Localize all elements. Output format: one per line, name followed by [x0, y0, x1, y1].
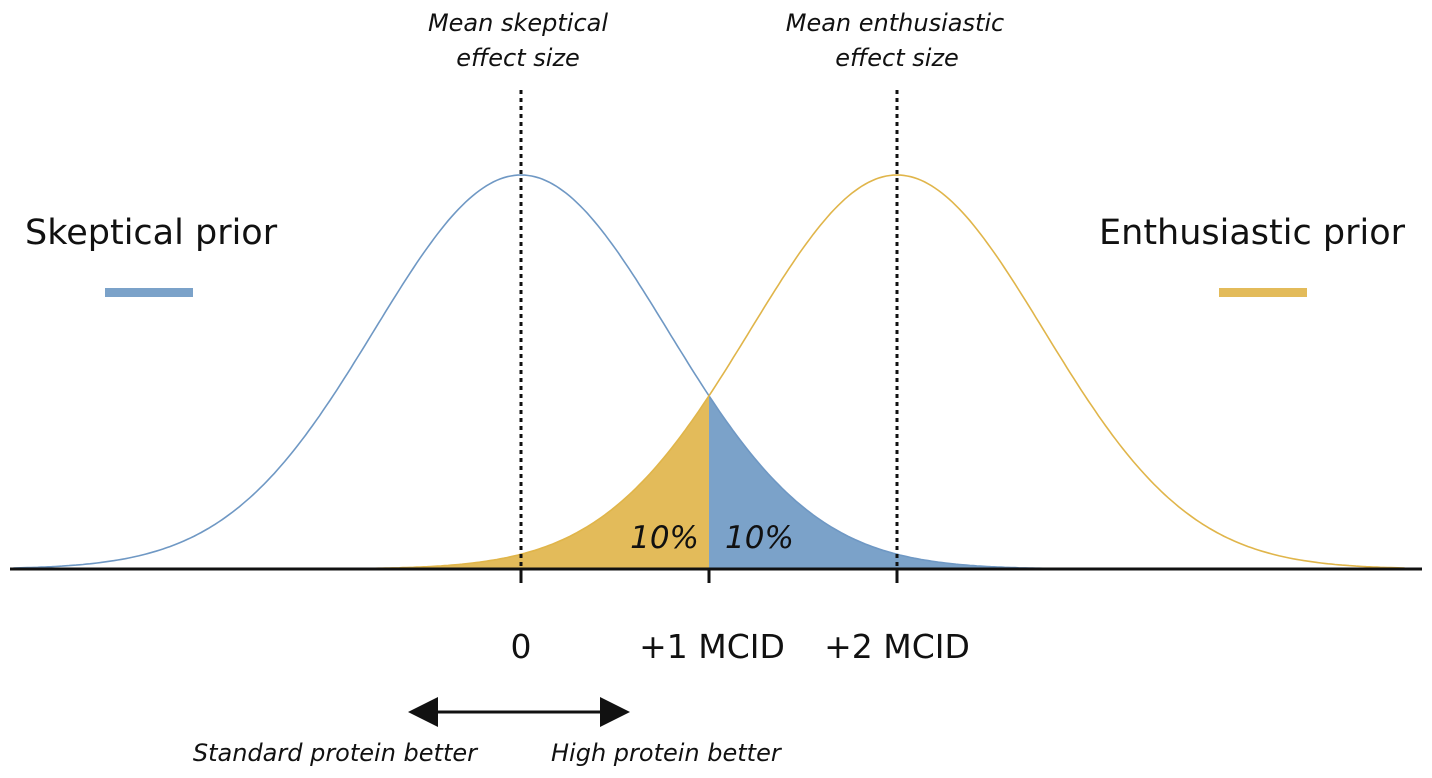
direction-label-standard-protein-better: Standard protein better	[193, 739, 479, 767]
legend-swatch-enthusiastic-prior	[1219, 288, 1307, 297]
shaded-area-label-enthusiastic: 10%	[630, 520, 699, 556]
legend-label-enthusiastic-prior: Enthusiastic prior	[1099, 213, 1406, 253]
tick-label-0: 0	[511, 627, 532, 666]
mean-enthusiastic-label-line1: Mean enthusiastic	[786, 9, 1004, 37]
shaded-area-label-skeptical: 10%	[725, 520, 794, 556]
legend-swatch-skeptical-prior	[105, 288, 193, 297]
x-axis-ticks	[519, 569, 899, 583]
legend-label-skeptical-prior: Skeptical prior	[25, 213, 278, 253]
mean-skeptical-label-line2: effect size	[456, 44, 580, 72]
shaded-regions	[13, 395, 1405, 569]
shaded-region-skeptical-upper-tail	[709, 395, 1405, 569]
tick-label-1-mcid: +1 MCID	[639, 627, 785, 666]
direction-label-high-protein-better: High protein better	[551, 739, 783, 767]
mean-enthusiastic-label-line2: effect size	[835, 44, 959, 72]
mean-skeptical-label-line1: Mean skeptical	[428, 9, 608, 37]
shaded-region-enthusiastic-lower-tail	[13, 395, 709, 569]
tick-label-2-mcid: +2 MCID	[824, 627, 970, 666]
